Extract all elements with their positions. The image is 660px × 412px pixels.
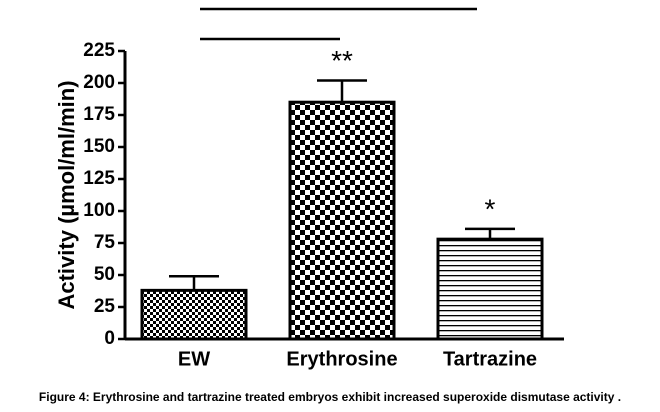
y-tick-label: 175 [83,104,115,125]
y-tick-label: 100 [83,200,115,221]
y-tick-label: 225 [83,40,115,61]
significance-label: ** [331,45,353,76]
bar [140,288,248,341]
caption: Figure 4: Erythrosine and tartrazine tre… [39,390,621,404]
y-tick-label: 150 [83,136,115,157]
x-tick-label: Erythrosine [286,348,397,370]
y-tick-label: 50 [94,264,115,285]
y-tick-label: 200 [83,72,115,93]
significance-label: * [485,193,496,224]
x-tick-label: EW [178,348,210,370]
y-tick-label: 0 [104,328,115,349]
bar [288,100,396,341]
y-tick-label: 125 [83,168,115,189]
x-tick-label: Tartrazine [443,348,537,370]
y-tick-label: 25 [94,296,116,317]
y-axis-label: Activity (µmol/ml/min) [54,80,79,309]
y-tick-label: 75 [94,232,116,253]
error-bar [317,79,367,103]
bar [436,237,544,341]
error-bar [465,227,515,240]
error-bar [169,275,219,291]
